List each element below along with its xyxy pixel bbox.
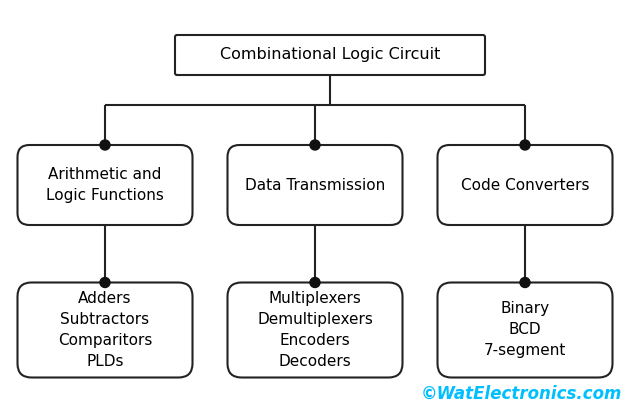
FancyBboxPatch shape — [437, 145, 612, 225]
Text: Combinational Logic Circuit: Combinational Logic Circuit — [220, 47, 440, 63]
FancyBboxPatch shape — [175, 35, 485, 75]
FancyBboxPatch shape — [437, 283, 612, 378]
Text: Multiplexers
Demultiplexers
Encoders
Decoders: Multiplexers Demultiplexers Encoders Dec… — [257, 291, 373, 369]
FancyBboxPatch shape — [18, 145, 193, 225]
Circle shape — [100, 278, 110, 288]
Text: Binary
BCD
7-segment: Binary BCD 7-segment — [484, 302, 566, 359]
Text: Code Converters: Code Converters — [461, 178, 589, 193]
Text: Data Transmission: Data Transmission — [245, 178, 385, 193]
Circle shape — [520, 140, 530, 150]
Text: ©WatElectronics.com: ©WatElectronics.com — [421, 385, 622, 403]
Circle shape — [100, 140, 110, 150]
FancyBboxPatch shape — [18, 283, 193, 378]
Circle shape — [310, 140, 320, 150]
FancyBboxPatch shape — [227, 145, 403, 225]
Text: Arithmetic and
Logic Functions: Arithmetic and Logic Functions — [46, 167, 164, 203]
Text: Adders
Subtractors
Comparitors
PLDs: Adders Subtractors Comparitors PLDs — [58, 291, 152, 369]
FancyBboxPatch shape — [227, 283, 403, 378]
Circle shape — [310, 278, 320, 288]
Circle shape — [520, 278, 530, 288]
